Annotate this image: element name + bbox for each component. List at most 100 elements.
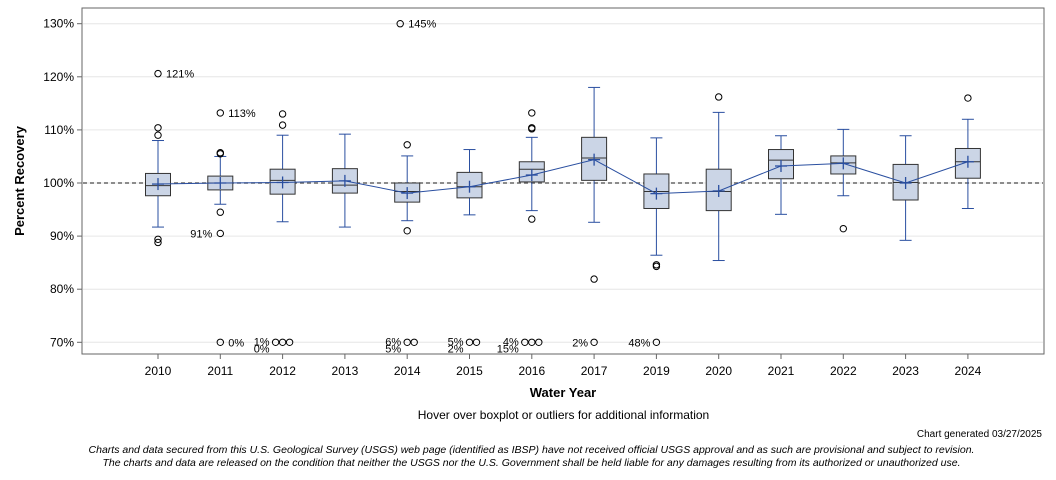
x-axis: 2010 2011 2012 2013 2014 2015 2016 2017 2019 2020… [145,354,982,378]
y-tick-label: 70% [50,335,74,349]
y-axis-title: Percent Recovery [12,125,27,236]
floor-label: 1% [254,336,270,348]
box-iqr[interactable] [768,149,794,180]
outlier-point[interactable] [154,131,162,139]
boxplot-2012[interactable] [269,134,296,223]
outlier-point[interactable] [278,121,287,129]
boxplot-2016[interactable] [518,136,545,212]
floor-label: 0% [254,343,270,355]
boxplot-2024[interactable] [954,118,981,209]
outlier-point[interactable] [403,227,411,235]
y-tick-label: 120% [43,70,74,84]
outlier-point[interactable] [590,275,598,283]
boxplot-2013[interactable] [331,133,358,228]
floor-outlier[interactable] [590,338,598,346]
y-tick-label: 100% [43,176,74,190]
outlier-point[interactable] [154,235,162,243]
x-tick-label: 2023 [892,364,919,378]
outlier-point[interactable] [715,93,723,101]
floor-outlier[interactable] [410,338,418,346]
outlier-point[interactable] [216,229,225,238]
floor-outlier[interactable] [652,338,661,346]
outlier-label: 0% [228,337,244,349]
outliers[interactable]: 121%113%91%0%145%1%0%6%5%5%2%4%15% 2% 48% [154,19,972,356]
floor-label: 2% [572,337,588,349]
boxplot-2020[interactable] [705,111,732,262]
x-tick-label: 2015 [456,364,483,378]
floor-label: 6% [385,336,401,348]
floor-outlier[interactable] [535,338,543,346]
outlier-point[interactable] [528,125,536,133]
y-tick-label: 80% [50,282,74,296]
chart-generated-date: Chart generated 03/27/2025 [916,429,1042,440]
y-tick-label: 90% [50,229,74,243]
box-iqr[interactable] [331,168,358,194]
outlier-point[interactable] [154,124,162,132]
boxplot-2021[interactable] [768,135,794,215]
outlier-point[interactable] [528,109,536,117]
outlier-point[interactable] [216,109,225,117]
floor-label: 5% [448,336,464,348]
x-tick-label: 2017 [581,364,608,378]
y-axis: 70% 80% 90% 100% 110% 120% 130% [43,17,82,349]
x-tick-label: 2014 [394,364,421,378]
outlier-label: 121% [166,69,194,81]
plot-frame [81,7,1045,355]
floor-label: 15% [497,343,519,355]
x-axis-title: Water Year [530,385,597,400]
outlier-label: 91% [190,228,212,240]
boxplots[interactable] [145,86,981,262]
outlier-point[interactable] [278,110,287,118]
floor-outlier[interactable] [403,338,411,346]
floor-outlier[interactable] [285,338,294,346]
x-tick-label: 2021 [768,364,795,378]
boxplot-2014[interactable] [394,155,421,222]
floor-label: 48% [628,337,650,349]
boxplot-2022[interactable] [830,128,857,197]
x-tick-label: 2012 [269,364,296,378]
floor-outlier[interactable] [271,338,280,346]
x-tick-label: 2016 [518,364,545,378]
outlier-point[interactable] [528,215,536,223]
outlier-point[interactable] [652,262,661,271]
x-tick-label: 2020 [705,364,732,378]
floor-label: 2% [448,343,464,355]
outlier-point[interactable] [403,141,411,149]
disclaimer-line-2: The charts and data are released on the … [102,457,961,469]
outlier-point[interactable] [216,208,225,216]
disclaimer: Charts and data secured from this U.S. G… [0,444,1056,470]
outlier-label: 113% [228,108,256,120]
outlier-point[interactable] [964,94,972,102]
outlier-label: 145% [408,19,436,31]
outlier-point[interactable] [839,224,847,233]
x-tick-label: 2022 [830,364,857,378]
disclaimer-line-1: Charts and data secured from this U.S. G… [88,444,975,456]
x-tick-label: 2024 [955,364,982,378]
boxplot-2015[interactable] [456,149,483,216]
floor-outlier[interactable] [472,338,481,346]
outlier-point[interactable] [154,69,162,78]
floor-outlier[interactable] [465,338,474,346]
x-tick-label: 2010 [145,364,172,378]
boxplot-2023[interactable] [892,135,919,241]
boxplot-2011[interactable] [207,155,234,205]
boxplot-2019[interactable] [643,137,670,256]
hover-note: Hover over boxplot or outliers for addit… [417,408,710,422]
floor-outlier[interactable] [278,338,287,346]
x-tick-label: 2011 [207,364,233,378]
y-tick-label: 130% [43,17,74,31]
boxplot-2017[interactable] [581,86,608,223]
floor-label: 4% [503,336,519,348]
floor-outlier[interactable] [521,338,529,346]
x-tick-label: 2019 [643,364,670,378]
mean-connect-line [157,159,969,195]
outlier-point[interactable] [216,338,225,346]
outlier-point[interactable] [216,150,225,158]
floor-outlier[interactable] [528,338,536,346]
outlier-point[interactable] [396,20,404,28]
x-tick-label: 2013 [332,364,359,378]
floor-label: 5% [385,343,401,355]
outlier-point[interactable] [154,238,162,247]
y-tick-label: 110% [44,123,74,137]
